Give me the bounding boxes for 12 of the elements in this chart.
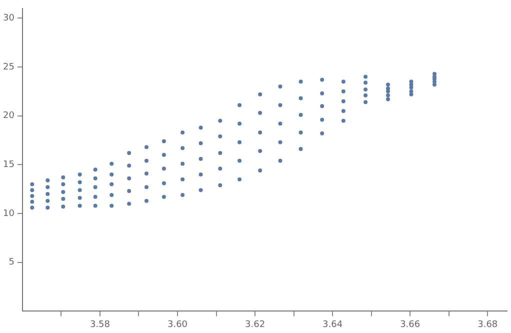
x-tick-label: 3.58 — [90, 320, 110, 330]
y-tick-label: 5 — [8, 258, 14, 268]
x-tick-label: 3.66 — [400, 320, 420, 330]
y-tick-label: 15 — [3, 160, 14, 170]
x-tick-label: 3.62 — [245, 320, 266, 330]
x-tick-label: 3.68 — [478, 320, 498, 330]
y-tick-label: 20 — [3, 111, 15, 122]
y-tick-label: 10 — [3, 208, 15, 219]
x-tick-label: 3.64 — [322, 320, 343, 330]
y-tick-label: 25 — [3, 62, 14, 72]
y-tick-label: 30 — [3, 14, 15, 24]
x-tick-label: 3.60 — [167, 320, 188, 330]
